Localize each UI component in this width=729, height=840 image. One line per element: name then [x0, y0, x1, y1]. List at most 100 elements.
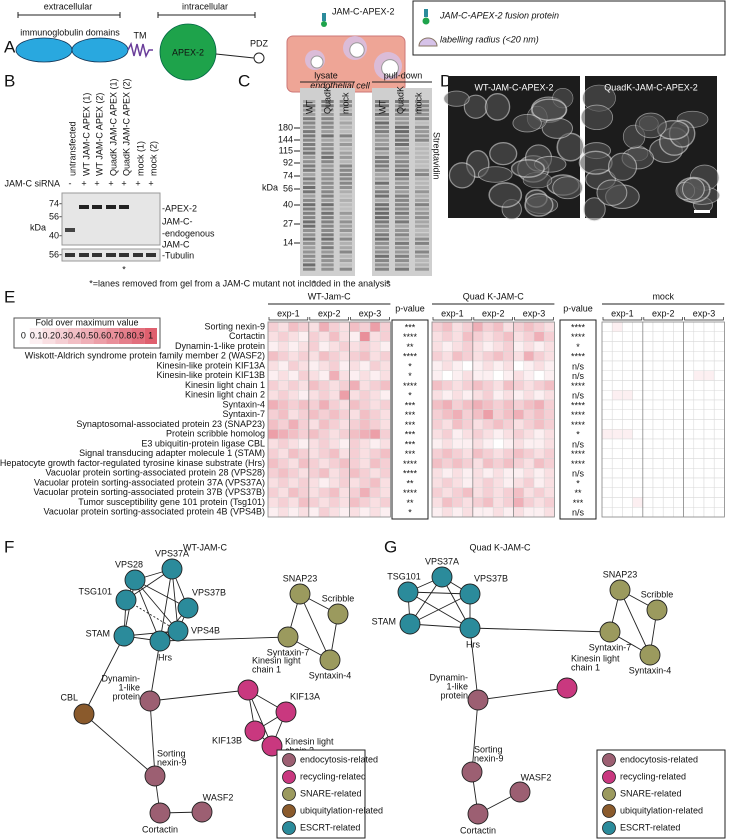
- panel-label: A: [4, 37, 16, 56]
- network-title: WT-JAM-C: [183, 542, 227, 552]
- scale-tick-label: 0.6: [93, 330, 106, 340]
- heat-cell: [622, 331, 633, 342]
- heat-cell: [288, 370, 299, 381]
- heat-cell: [339, 399, 350, 410]
- heat-cell: [693, 477, 705, 488]
- heat-cell: [693, 448, 705, 459]
- heat-cell: [277, 321, 289, 332]
- label: 92: [283, 157, 293, 167]
- heat-cell: [683, 351, 695, 362]
- smear: [339, 177, 352, 181]
- smear: [303, 254, 316, 258]
- heat-cell: [452, 321, 463, 332]
- scale-cell: [93, 328, 107, 344]
- p-value: ***: [405, 400, 416, 410]
- node-label: Cortactin: [460, 825, 496, 835]
- p-value: ****: [403, 469, 418, 479]
- heat-cell: [359, 399, 371, 410]
- smear: [415, 233, 429, 237]
- heat-cell: [349, 419, 361, 430]
- heat-cell: [652, 477, 664, 488]
- p-value: n/s: [572, 508, 585, 518]
- smear: [395, 181, 409, 185]
- heat-cell: [328, 341, 340, 352]
- smear: [303, 229, 316, 232]
- heat-frame: [267, 321, 391, 518]
- heat-cell: [369, 341, 381, 352]
- heat-cell: [503, 390, 514, 401]
- smear: [415, 134, 429, 138]
- cell-outline: [489, 142, 518, 166]
- heat-cell: [441, 360, 453, 371]
- smear: [321, 254, 334, 258]
- heat-cell: [441, 438, 453, 449]
- legend-label: SNARE-related: [300, 788, 362, 798]
- heat-cell: [267, 448, 279, 459]
- heat-cell: [441, 429, 453, 440]
- heat-frame: [431, 321, 555, 518]
- heat-cell: [308, 468, 320, 479]
- heat-cell: [431, 409, 443, 420]
- heat-cell: [652, 370, 664, 381]
- heat-cell: [703, 409, 715, 420]
- heat-cell: [492, 399, 504, 410]
- protein-name: Kinesin-like protein KIF13B: [156, 370, 265, 380]
- protein-name: Sorting nexin-9: [204, 321, 265, 331]
- heat-cell: [462, 507, 474, 518]
- heat-cell: [662, 438, 674, 449]
- heat-cell: [713, 419, 725, 430]
- heat-cell: [601, 507, 613, 518]
- heat-cell: [492, 409, 504, 420]
- heat-cell: [693, 497, 705, 508]
- heat-cell: [369, 448, 381, 459]
- heat-cell: [308, 438, 320, 449]
- heat-cell: [513, 380, 525, 391]
- heat-cell: [482, 351, 494, 362]
- heat-cell: [601, 390, 613, 401]
- vesicle: [381, 59, 399, 77]
- label: exp-2: [318, 308, 341, 318]
- heat-cell: [673, 487, 684, 498]
- heat-cell: [349, 341, 361, 352]
- band: [119, 253, 129, 257]
- heat-cell: [298, 507, 310, 518]
- heat-cell: [339, 351, 350, 362]
- scale-tick-label: 1: [148, 330, 153, 340]
- heat-cell: [308, 370, 320, 381]
- smear: [321, 241, 334, 245]
- heat-cell: [308, 507, 320, 518]
- label: endothelial cell: [310, 80, 371, 90]
- smear: [375, 263, 389, 267]
- smear: [415, 207, 429, 211]
- heat-cell: [513, 351, 525, 362]
- heat-cell: [533, 360, 545, 371]
- smear: [339, 203, 352, 207]
- smear: [321, 100, 334, 103]
- smear: [415, 130, 429, 134]
- smear: [303, 155, 316, 159]
- heat-cell: [359, 360, 371, 371]
- heat-cell: [703, 507, 715, 518]
- heat-cell: [318, 438, 330, 449]
- node-label: STAM: [86, 628, 110, 638]
- exp-bracket: [309, 317, 349, 321]
- exp-bracket: [643, 317, 683, 321]
- heat-cell: [482, 458, 494, 469]
- heat-cell: [472, 341, 484, 352]
- scale-tick-label: 0.5: [81, 330, 94, 340]
- p-value: ****: [571, 322, 586, 332]
- legend-swatch: [602, 787, 616, 801]
- node: [149, 802, 171, 824]
- smear: [321, 229, 334, 232]
- heat-cell: [267, 497, 279, 508]
- smear: [395, 155, 409, 159]
- heat-cell: [492, 360, 504, 371]
- node: [277, 626, 299, 648]
- heat-cell: [288, 507, 299, 518]
- label: exp-1: [611, 308, 634, 318]
- smear: [321, 104, 334, 108]
- smear: [415, 220, 429, 224]
- heat-cell: [462, 448, 474, 459]
- label: -Tubulin: [162, 250, 194, 260]
- heat-cell: [492, 468, 504, 479]
